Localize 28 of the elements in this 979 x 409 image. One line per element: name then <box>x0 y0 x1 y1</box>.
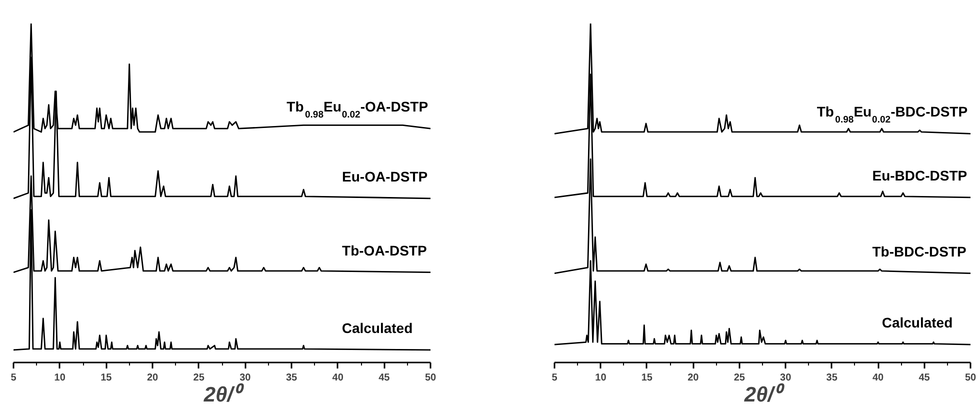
x-tick-label: 15 <box>641 372 653 384</box>
x-tick-label: 10 <box>595 372 607 384</box>
x-tick-label: 30 <box>780 372 792 384</box>
x-tick-label: 20 <box>146 372 158 384</box>
x-tick-label: 40 <box>872 372 884 384</box>
x-tick-label: 40 <box>332 372 344 384</box>
series-label: Tb-BDC-DSTP <box>872 243 966 260</box>
series-label: Tb-OA-DSTP <box>342 242 427 258</box>
x-axis-title: 2θ/⁰ <box>202 382 246 406</box>
x-tick-label: 35 <box>826 372 838 384</box>
x-tick-label: 15 <box>100 372 112 384</box>
x-tick-label: 20 <box>688 372 700 384</box>
x-tick-label: 30 <box>240 372 252 384</box>
x-tick-label: 10 <box>54 372 66 384</box>
series-label: Eu-OA-DSTP <box>342 168 428 184</box>
x-tick-label: 50 <box>964 372 976 384</box>
x-tick-label: 5 <box>552 372 558 384</box>
series-label: Calculated <box>342 320 413 336</box>
x-tick-label: 45 <box>918 372 930 384</box>
x-tick-label: 50 <box>424 372 436 384</box>
series-label: Eu-BDC-DSTP <box>872 167 968 184</box>
x-axis-title: 2θ/⁰ <box>743 382 786 406</box>
x-tick-label: 45 <box>378 372 390 384</box>
series-label: Calculated <box>882 314 953 331</box>
x-tick-label: 25 <box>193 372 205 384</box>
x-tick-label: 25 <box>734 372 746 384</box>
x-tick-label: 5 <box>10 372 17 384</box>
x-tick-label: 35 <box>286 372 298 384</box>
